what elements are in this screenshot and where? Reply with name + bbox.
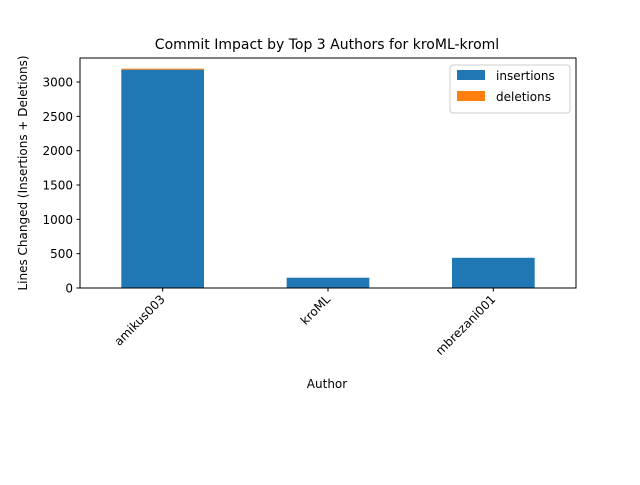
x-tick-label: amikus003 bbox=[111, 292, 167, 348]
x-axis: amikus003 kroML mbrezani001 bbox=[111, 288, 498, 358]
x-axis-title: Author bbox=[307, 377, 347, 391]
bar-insertions-mbrezani001 bbox=[452, 257, 535, 288]
legend-label-insertions: insertions bbox=[496, 69, 555, 83]
y-tick-label: 2500 bbox=[42, 110, 73, 124]
chart-title: Commit Impact by Top 3 Authors for kroML… bbox=[155, 37, 499, 53]
bar-insertions-kroML bbox=[286, 277, 370, 288]
x-tick-label: kroML bbox=[298, 292, 334, 328]
x-tick-label: mbrezani001 bbox=[433, 292, 499, 358]
y-tick-label: 1000 bbox=[42, 213, 73, 227]
legend-items: insertions deletions bbox=[457, 69, 555, 104]
legend: insertions deletions bbox=[449, 64, 571, 114]
legend-label-deletions: deletions bbox=[496, 90, 551, 104]
y-tick-label: 0 bbox=[65, 282, 73, 296]
legend-swatch-insertions bbox=[457, 70, 485, 80]
y-tick-label: 2000 bbox=[42, 144, 73, 158]
y-axis: 0 500 1000 1500 2000 2500 3000 bbox=[42, 76, 80, 296]
y-tick-label: 500 bbox=[50, 247, 73, 261]
bar-insertions-amikus003 bbox=[121, 69, 204, 289]
bar-deletions-amikus003 bbox=[121, 68, 204, 70]
y-tick-label: 1500 bbox=[42, 179, 73, 193]
y-tick-label: 3000 bbox=[42, 76, 73, 90]
legend-swatch-deletions bbox=[457, 91, 485, 101]
bars-layer bbox=[121, 68, 535, 289]
y-axis-title: Lines Changed (Insertions + Deletions) bbox=[16, 55, 30, 290]
